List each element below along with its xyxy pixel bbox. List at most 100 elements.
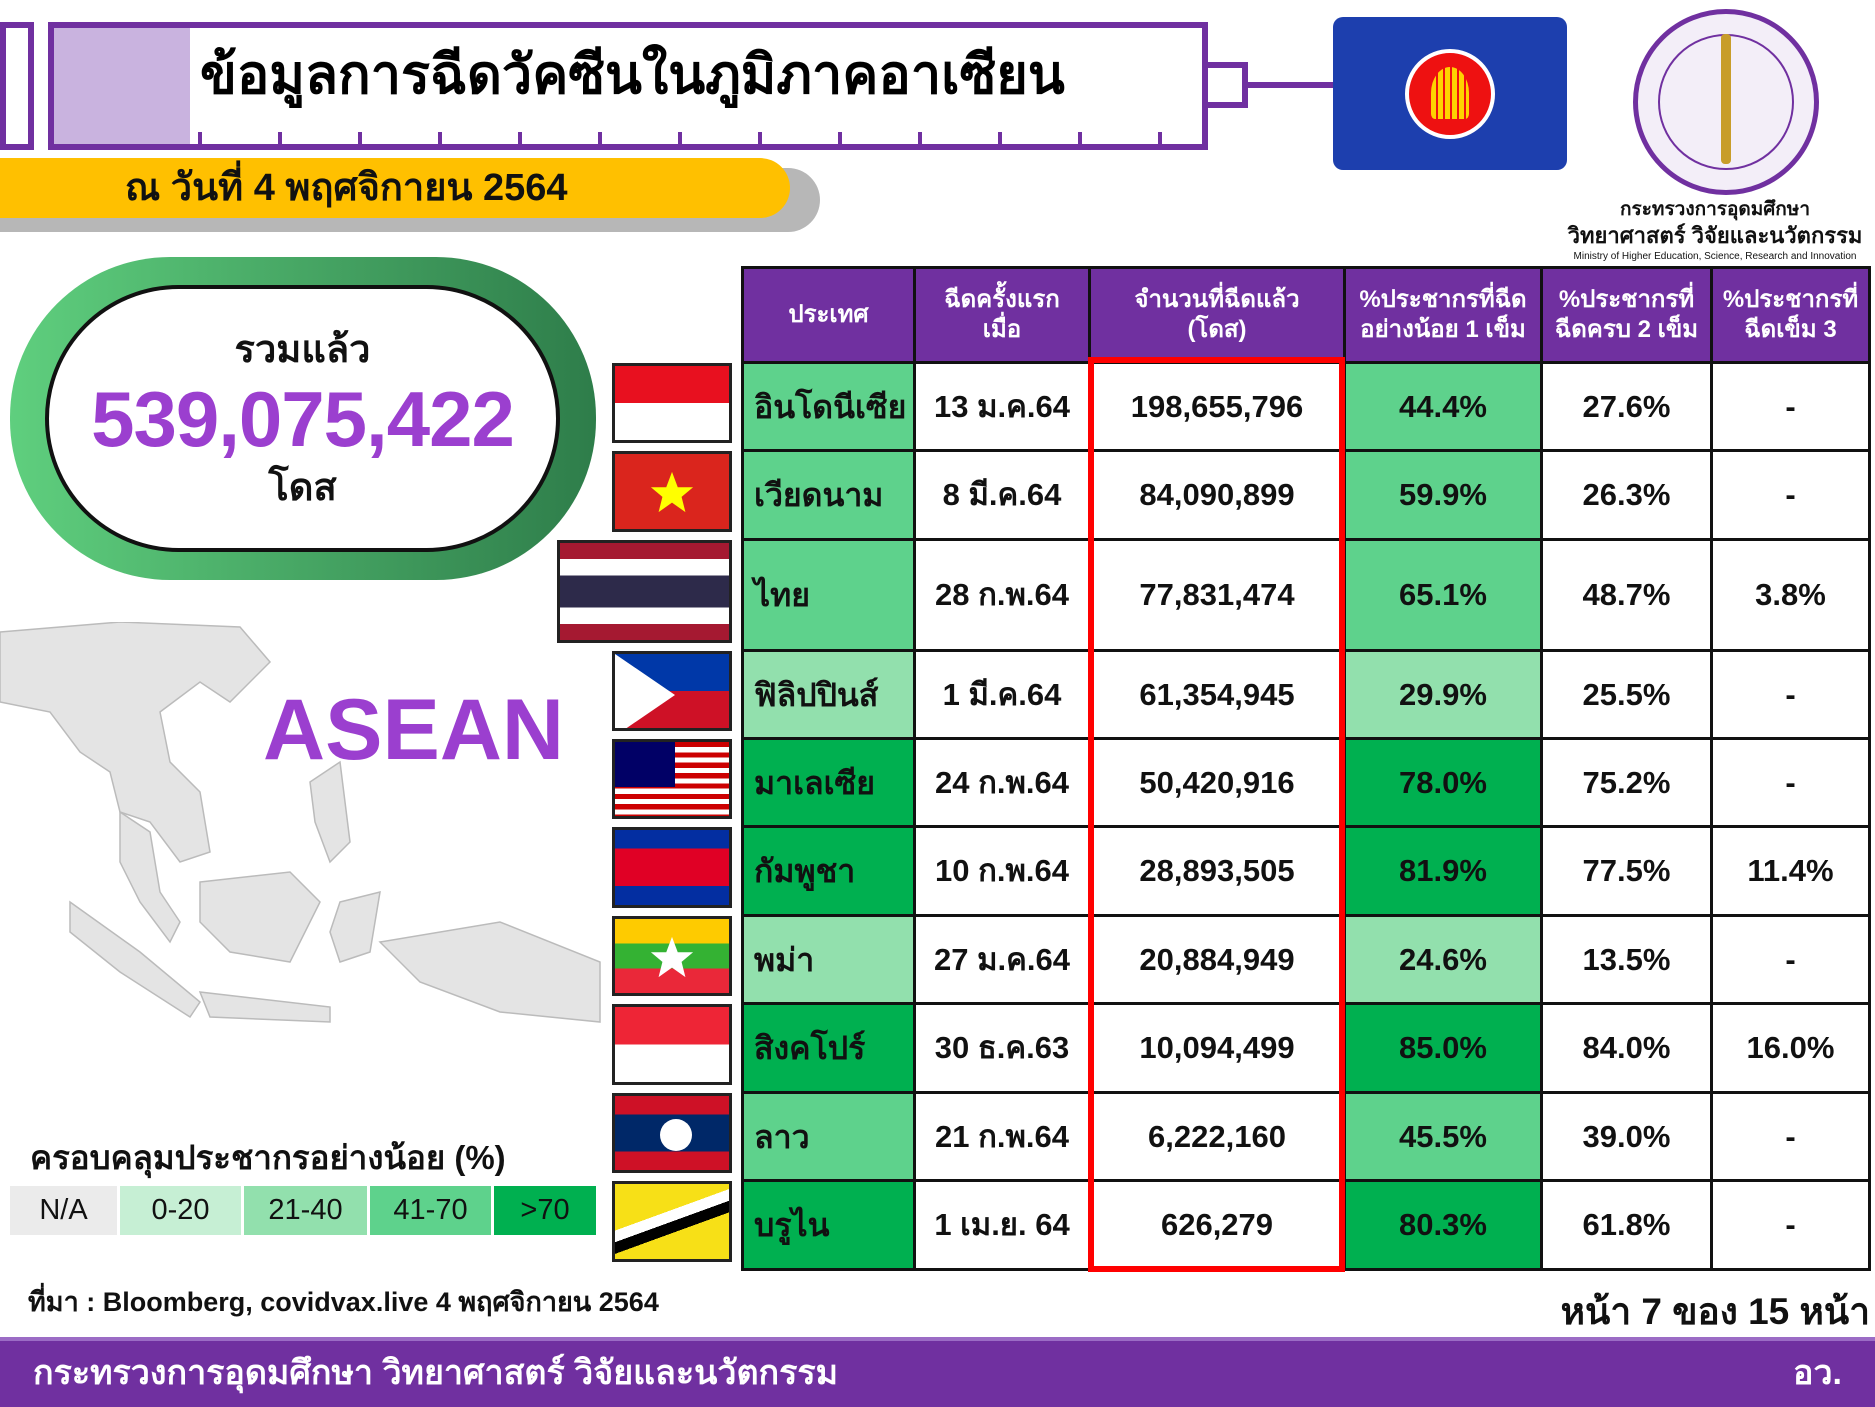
column-header: %ประชากรที่ ฉีดเข็ม 3 xyxy=(1710,266,1871,364)
flag-myanmar-icon xyxy=(612,916,732,996)
cell-first: 28 ก.พ.64 xyxy=(913,538,1091,652)
cell-first: 30 ธ.ค.63 xyxy=(913,1002,1091,1094)
cell-one: 45.5% xyxy=(1343,1091,1543,1182)
syringe-tick xyxy=(278,132,282,150)
cell-three: - xyxy=(1710,449,1871,541)
logo-text: กระทรวงการอุดมศึกษา วิทยาศาสตร์ วิจัยและ… xyxy=(1560,198,1870,264)
cell-one: 44.4% xyxy=(1343,361,1543,452)
logo-name-en: Ministry of Higher Education, Science, R… xyxy=(1573,251,1857,262)
footer-ministry: กระทรวงการอุดมศึกษา วิทยาศาสตร์ วิจัยและ… xyxy=(33,1354,839,1392)
syringe-tip xyxy=(1208,62,1248,108)
cell-two: 75.2% xyxy=(1540,737,1713,828)
cell-two: 84.0% xyxy=(1540,1002,1713,1094)
cell-three: - xyxy=(1710,649,1871,740)
syringe-tick xyxy=(358,132,362,150)
cell-country: ไทย xyxy=(741,538,916,652)
cell-three: - xyxy=(1710,1179,1871,1271)
legend-title: ครอบคลุมประชากรอย่างน้อย (%) xyxy=(30,1139,506,1176)
cell-first: 21 ก.พ.64 xyxy=(913,1091,1091,1182)
total-label: รวมแล้ว xyxy=(234,328,371,371)
cell-first: 10 ก.พ.64 xyxy=(913,825,1091,917)
cell-three: - xyxy=(1710,361,1871,452)
syringe-tick xyxy=(518,132,522,150)
total-unit: โดส xyxy=(268,466,337,509)
cell-doses: 84,090,899 xyxy=(1088,449,1346,541)
total-box: รวมแล้ว 539,075,422 โดส xyxy=(45,285,560,552)
flag-star-icon xyxy=(650,936,694,978)
legend-item: N/A xyxy=(10,1186,117,1235)
cell-first: 8 มี.ค.64 xyxy=(913,449,1091,541)
cell-two: 39.0% xyxy=(1540,1091,1713,1182)
table-row: อินโดนีเซีย 13 ม.ค.64 198,655,796 44.4% 27.6… xyxy=(741,361,1871,452)
cell-first: 13 ม.ค.64 xyxy=(913,361,1091,452)
cell-two: 77.5% xyxy=(1540,825,1713,917)
flag-malaysia-icon xyxy=(612,739,732,819)
cell-doses: 77,831,474 xyxy=(1088,538,1346,652)
footer-abbrev: อว. xyxy=(1793,1354,1842,1392)
cell-doses: 20,884,949 xyxy=(1088,914,1346,1005)
cell-one: 80.3% xyxy=(1343,1179,1543,1271)
syringe-banner xyxy=(48,22,1208,150)
table-row: มาเลเซีย 24 ก.พ.64 50,420,916 78.0% 75.2% - xyxy=(741,737,1871,828)
vaccination-table: ประเทศ ฉีดครั้งแรก เมื่อ จำนวนที่ฉีดแล้ว (โด… xyxy=(741,266,1871,1271)
cell-doses: 50,420,916 xyxy=(1088,737,1346,828)
ministry-logo xyxy=(1633,9,1819,195)
syringe-tick xyxy=(998,132,1002,150)
flag-indonesia-icon xyxy=(612,363,732,443)
table-row: พม่า 27 ม.ค.64 20,884,949 24.6% 13.5% - xyxy=(741,914,1871,1005)
cell-one: 29.9% xyxy=(1343,649,1543,740)
doses-highlight-box xyxy=(1088,357,1345,1272)
column-header: ประเทศ xyxy=(741,266,916,364)
cell-first: 27 ม.ค.64 xyxy=(913,914,1091,1005)
cell-two: 61.8% xyxy=(1540,1179,1713,1271)
cell-first: 1 เม.ย. 64 xyxy=(913,1179,1091,1271)
cell-country: ฟิลิปปินส์ xyxy=(741,649,916,740)
cell-three: - xyxy=(1710,914,1871,1005)
syringe-tick xyxy=(1078,132,1082,150)
cell-three: - xyxy=(1710,1091,1871,1182)
flag-thailand-icon xyxy=(557,540,732,643)
flag-philippines-icon xyxy=(612,651,732,731)
cell-one: 81.9% xyxy=(1343,825,1543,917)
cell-two: 48.7% xyxy=(1540,538,1713,652)
cell-country: กัมพูชา xyxy=(741,825,916,917)
syringe-tick xyxy=(598,132,602,150)
flag-singapore-icon xyxy=(612,1004,732,1085)
page-number: หน้า 7 ของ 15 หน้า xyxy=(1560,1291,1870,1332)
cell-country: บรูไน xyxy=(741,1179,916,1271)
table-row: สิงคโปร์ 30 ธ.ค.63 10,094,499 85.0% 84.0% 16.… xyxy=(741,1002,1871,1094)
cell-three: - xyxy=(1710,737,1871,828)
cell-first: 24 ก.พ.64 xyxy=(913,737,1091,828)
syringe-tick xyxy=(678,132,682,150)
source-note: ที่มา : Bloomberg, covidvax.live 4 พฤศจิ… xyxy=(28,1287,659,1317)
syringe-tick xyxy=(838,132,842,150)
flag-vietnam-icon xyxy=(612,451,732,532)
asean-emblem-icon xyxy=(1405,49,1495,139)
cell-country: อินโดนีเซีย xyxy=(741,361,916,452)
cell-first: 1 มี.ค.64 xyxy=(913,649,1091,740)
table-row: กัมพูชา 10 ก.พ.64 28,893,505 81.9% 77.5% 11.4… xyxy=(741,825,1871,917)
syringe-ticks xyxy=(48,22,1208,150)
syringe-tick xyxy=(198,132,202,150)
column-header: จำนวนที่ฉีดแล้ว (โดส) xyxy=(1088,266,1346,364)
cell-two: 27.6% xyxy=(1540,361,1713,452)
cell-one: 24.6% xyxy=(1343,914,1543,1005)
table-row: เวียดนาม 8 มี.ค.64 84,090,899 59.9% 26.3% - xyxy=(741,449,1871,541)
cell-country: เวียดนาม xyxy=(741,449,916,541)
table-row: ไทย 28 ก.พ.64 77,831,474 65.1% 48.7% 3.8% xyxy=(741,538,1871,652)
cell-country: พม่า xyxy=(741,914,916,1005)
legend-item: >70 xyxy=(494,1186,596,1235)
cell-doses: 61,354,945 xyxy=(1088,649,1346,740)
cell-one: 65.1% xyxy=(1343,538,1543,652)
cell-three: 3.8% xyxy=(1710,538,1871,652)
table-row: ลาว 21 ก.พ.64 6,222,160 45.5% 39.0% - xyxy=(741,1091,1871,1182)
syringe-tick xyxy=(1158,132,1162,150)
flag-star-icon xyxy=(650,471,694,513)
cell-one: 85.0% xyxy=(1343,1002,1543,1094)
cell-country: ลาว xyxy=(741,1091,916,1182)
legend-item: 0-20 xyxy=(120,1186,241,1235)
cell-country: มาเลเซีย xyxy=(741,737,916,828)
total-pill-inner xyxy=(45,285,560,552)
logo-name-th-1: กระทรวงการอุดมศึกษา xyxy=(1620,199,1810,220)
asean-map xyxy=(0,622,601,1023)
